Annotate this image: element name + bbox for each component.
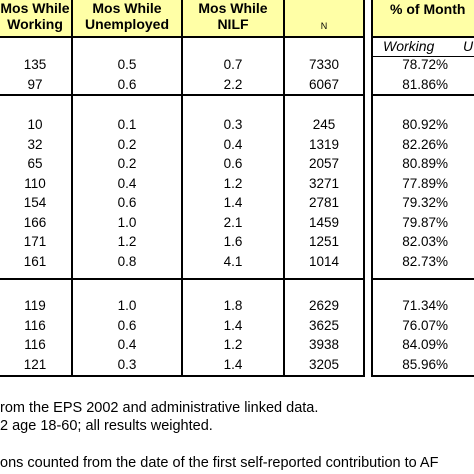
cell-nilf: 0.3 <box>223 117 243 132</box>
cell-working: 110 <box>24 175 46 191</box>
table-bottom-line-right <box>373 375 474 377</box>
cell-working: 116 <box>24 337 46 352</box>
cell-unemployed: 0.2 <box>117 136 137 152</box>
cell-working: 32 <box>27 136 43 152</box>
cell-unemployed: 0.4 <box>117 175 137 191</box>
cell-pct: 71.34% <box>402 298 448 313</box>
cell-pct: 78.72% <box>402 57 448 72</box>
cell-pct: 79.87% <box>402 214 448 230</box>
cell-pct: 77.89% <box>402 175 448 191</box>
footnote-sample: 2 age 18-60; all results weighted. <box>0 418 213 434</box>
cell-unemployed: 1.0 <box>117 214 137 230</box>
cell-pct: 82.03% <box>402 234 448 249</box>
cell-pct: 81.86% <box>402 76 448 92</box>
cell-unemployed: 0.6 <box>117 76 137 92</box>
cell-n: 3271 <box>308 175 340 191</box>
col-divider-1 <box>71 0 73 377</box>
cell-pct: 79.32% <box>402 195 448 210</box>
header-pct-month: % of Month <box>390 1 466 17</box>
group1-bottom-line-right <box>373 94 474 96</box>
cell-n: 245 <box>312 117 336 132</box>
cell-nilf: 2.2 <box>223 76 243 92</box>
cell-nilf: 0.4 <box>223 136 243 152</box>
cell-pct: 85.96% <box>402 356 448 372</box>
header-nilf: Mos While NILF <box>198 0 268 32</box>
subheader-line <box>373 56 474 57</box>
cell-unemployed: 0.4 <box>117 337 137 352</box>
cell-n: 3625 <box>308 317 340 333</box>
cell-working: 97 <box>27 76 43 92</box>
cell-n: 1459 <box>308 214 340 230</box>
cell-unemployed: 0.6 <box>117 195 137 210</box>
cell-working: 171 <box>23 234 47 249</box>
cell-working: 10 <box>27 117 43 132</box>
cell-n: 7330 <box>308 57 340 72</box>
cell-n: 2781 <box>308 195 340 210</box>
header-n: N <box>320 21 328 31</box>
cell-working: 121 <box>23 356 47 372</box>
cell-unemployed: 0.1 <box>117 117 137 132</box>
cell-nilf: 4.1 <box>223 253 243 269</box>
cell-nilf: 1.2 <box>223 175 243 191</box>
cell-n: 1251 <box>308 234 340 249</box>
cell-working: 116 <box>24 317 46 333</box>
cell-nilf: 1.4 <box>223 195 243 210</box>
cell-working: 135 <box>23 57 47 72</box>
header-bottom-line-right <box>373 36 474 38</box>
cell-pct: 76.07% <box>402 317 448 333</box>
footnote-source: rom the EPS 2002 and administrative link… <box>0 400 319 416</box>
cell-n: 2057 <box>308 156 340 171</box>
cell-n: 3205 <box>308 356 340 372</box>
cell-nilf: 1.8 <box>223 298 243 313</box>
subheader-working: Working <box>383 38 435 54</box>
header-working: Mos While Working <box>0 0 70 32</box>
cell-n: 1014 <box>308 253 340 269</box>
cell-pct: 82.73% <box>402 253 448 269</box>
col-divider-2 <box>181 0 183 377</box>
cell-nilf: 1.4 <box>223 356 243 372</box>
cell-pct: 80.92% <box>402 117 448 132</box>
cell-pct: 82.26% <box>402 136 448 152</box>
cell-unemployed: 0.5 <box>117 57 137 72</box>
cell-working: 154 <box>23 195 47 210</box>
cell-working: 119 <box>24 298 46 313</box>
table-header-right <box>373 0 474 36</box>
cell-nilf: 0.6 <box>223 156 243 171</box>
cell-nilf: 0.7 <box>223 57 243 72</box>
cell-unemployed: 1.2 <box>117 234 137 249</box>
header-unemployed: Mos While Unemployed <box>84 0 169 32</box>
footnote-definition: ons counted from the date of the first s… <box>0 455 439 471</box>
cell-pct: 80.89% <box>402 156 448 171</box>
cell-unemployed: 0.6 <box>117 317 137 333</box>
cell-nilf: 1.6 <box>223 234 243 249</box>
col-divider-3 <box>283 0 285 377</box>
cell-nilf: 1.4 <box>223 317 243 333</box>
cell-working: 166 <box>23 214 47 230</box>
cell-nilf: 1.2 <box>223 337 243 352</box>
cell-pct: 84.09% <box>402 337 448 352</box>
cell-n: 1319 <box>308 136 340 152</box>
cell-working: 161 <box>23 253 47 269</box>
col-divider-5 <box>371 0 373 377</box>
cell-n: 6067 <box>308 76 340 92</box>
subheader-next: U <box>463 38 474 54</box>
group2-bottom-line-right <box>373 278 474 280</box>
cell-unemployed: 0.8 <box>117 253 137 269</box>
cell-unemployed: 0.2 <box>117 156 137 171</box>
cell-nilf: 2.1 <box>223 214 243 230</box>
col-divider-4 <box>363 0 365 377</box>
cell-working: 65 <box>27 156 43 171</box>
cell-unemployed: 1.0 <box>117 298 137 313</box>
cell-n: 2629 <box>308 298 340 313</box>
cell-unemployed: 0.3 <box>117 356 137 372</box>
cell-n: 3938 <box>308 337 340 352</box>
